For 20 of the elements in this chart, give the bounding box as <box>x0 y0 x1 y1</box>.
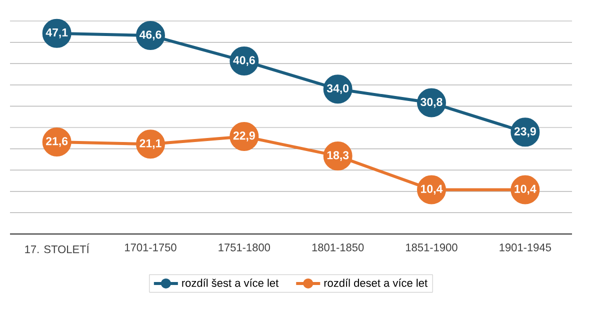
x-tick-label: 1751-1800 <box>218 244 270 252</box>
legend-label: rozdíl šest a více let <box>182 278 279 287</box>
data-label: 22,9 <box>233 132 255 142</box>
data-label: 21,1 <box>140 139 162 150</box>
data-label: 34,0 <box>326 84 349 94</box>
data-label: 23,9 <box>514 127 536 138</box>
data-label: 40,6 <box>233 56 255 66</box>
data-label: 10,4 <box>514 184 536 195</box>
legend-label: rozdíl deset a více let <box>324 278 428 287</box>
x-tick-label: 1801-1850 <box>312 244 364 252</box>
x-tick-label: 1701-1750 <box>125 244 176 252</box>
data-label: 47,1 <box>46 28 68 38</box>
data-label: 10,4 <box>421 184 443 195</box>
data-label: 46,6 <box>139 30 162 40</box>
data-label: 18,3 <box>327 151 349 161</box>
data-label: 21,6 <box>46 137 68 147</box>
data-label: 30,8 <box>420 98 442 108</box>
x-tick-label: 17. STOLETÍ <box>25 244 90 254</box>
x-tick-label: 1901-1945 <box>500 244 551 252</box>
x-tick-label: 1851-1900 <box>406 244 458 252</box>
